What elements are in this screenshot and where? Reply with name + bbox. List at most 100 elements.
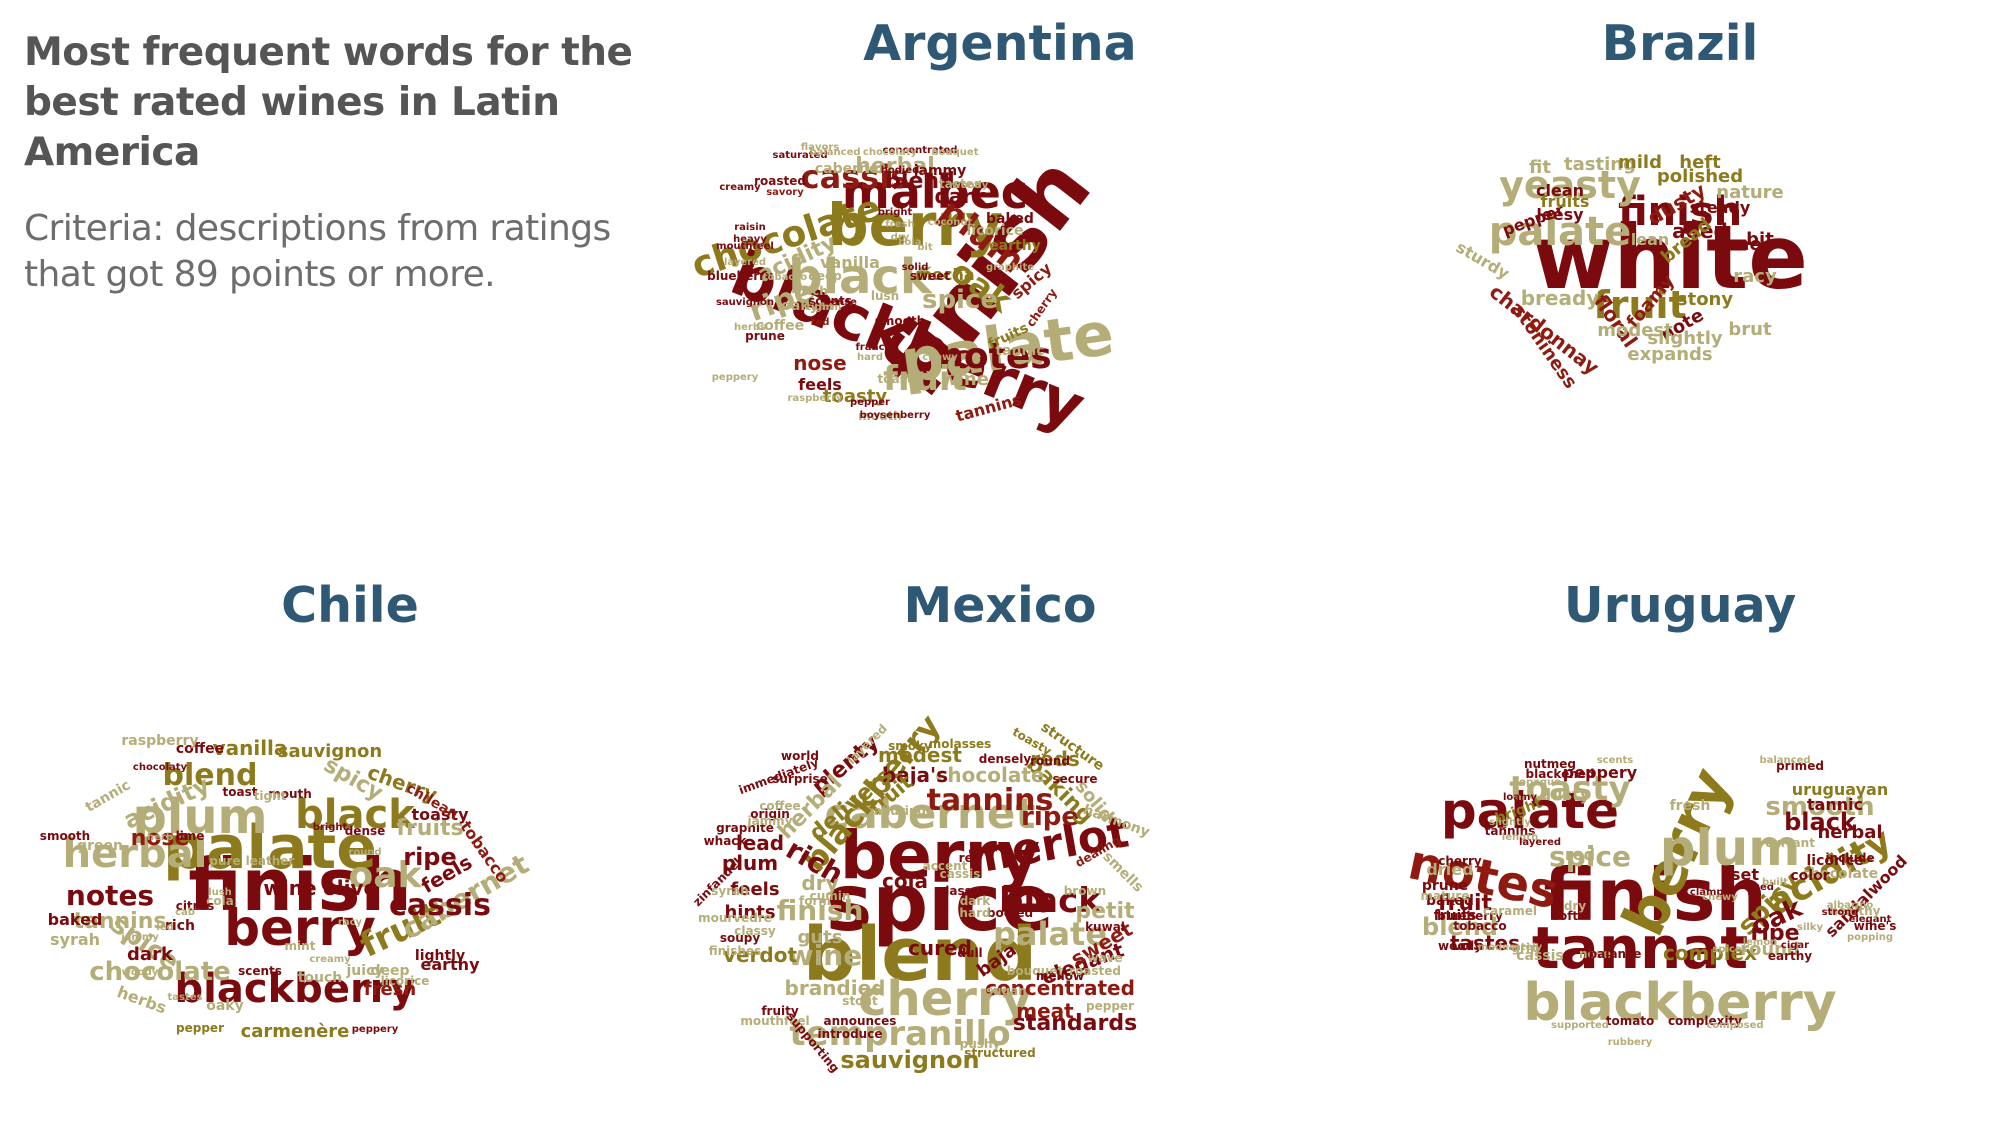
cloud-word: hard (959, 906, 990, 920)
cloud-word: toasty (823, 386, 887, 407)
cloud-word: herbal (1817, 822, 1882, 843)
cloud-word: chewy (922, 352, 958, 363)
wordcloud-title-mexico: Mexico (903, 577, 1097, 634)
wordcloud-title-uruguay: Uruguay (1563, 577, 1797, 634)
cloud-word: layered (1519, 837, 1561, 848)
cloud-word: dull (957, 946, 982, 960)
cloud-word: oaky (781, 298, 819, 314)
cloud-word: yeasty (1499, 163, 1641, 207)
cloud-word: sweet (910, 269, 951, 283)
cloud-word: elegant (1849, 914, 1892, 925)
cloud-word: balance (1589, 947, 1642, 961)
cloud-word: round (348, 847, 381, 858)
cloud-word: tomato (1606, 1014, 1655, 1028)
cloud-word: scents (238, 964, 282, 978)
cloud-word: savory (766, 187, 804, 198)
cloud-word: lemon (1743, 937, 1778, 948)
cloud-word: uruguayan (1792, 780, 1888, 799)
cloud-word: nose (1579, 947, 1611, 961)
cloud-word: smooth (1765, 792, 1874, 822)
cloud-word: mouth (268, 787, 312, 801)
cloud-word: popping (1847, 932, 1893, 943)
cloud-word: albariño (1827, 900, 1874, 911)
cloud-word: licorice (966, 223, 1023, 239)
cloud-word: fruity (761, 1004, 799, 1018)
cloud-word: chocolate (936, 763, 1045, 787)
cloud-word: cumin (810, 889, 851, 903)
cloud-word: fruits (1434, 908, 1477, 924)
cloud-word: blueberry (1437, 909, 1503, 923)
intro-panel: Most frequent words for the best rated w… (24, 28, 644, 298)
cloud-word: fruits (396, 816, 463, 841)
cloud-word: plum (1660, 819, 1801, 877)
cloud-word: raspberry (121, 733, 198, 749)
cloud-word: lean (1631, 230, 1670, 249)
cloud-word: introduce (818, 1027, 883, 1041)
cloud-word: dense (345, 824, 386, 838)
cloud-word: wine (263, 876, 316, 900)
cloud-word: baked (986, 211, 1034, 227)
cloud-word: finish (1543, 853, 1766, 937)
cloud-word: jammy (913, 163, 967, 179)
cloud-word: mint (285, 939, 316, 953)
cloud-word: cola (882, 869, 928, 893)
cloud-word: mouthfeel (740, 1014, 809, 1028)
wordcloud-argentina: blackberryfinishpalateberryblackmalbecch… (687, 137, 1118, 444)
cloud-word: nose (131, 826, 190, 851)
cloud-word: tannic (1807, 795, 1863, 814)
cloud-word: cola (206, 894, 234, 908)
cloud-word: composed (1706, 1020, 1763, 1031)
cloud-word: wave (1087, 951, 1122, 965)
cloud-word: firm (819, 302, 842, 313)
cloud-word: fit (1529, 157, 1551, 178)
cloud-word: syrah (50, 930, 100, 949)
cloud-word: jammy (746, 814, 792, 828)
cloud-word: ripe (1750, 921, 1799, 946)
cloud-word: blueberry (707, 269, 773, 283)
cloud-word: blackberry (175, 966, 416, 1012)
cloud-word: ripe (1021, 802, 1079, 832)
cloud-word: peppery (352, 1024, 399, 1035)
cloud-word: concentrated (985, 976, 1135, 1000)
cloud-word: vanilla (820, 253, 880, 272)
cloud-word: announces (824, 1014, 897, 1028)
cloud-word: slightly (1647, 328, 1723, 349)
cloud-word: juicy (346, 963, 384, 979)
cloud-word: raspberry (787, 393, 843, 404)
cloud-word: polished (1657, 166, 1743, 187)
cloud-word: roasted (1069, 964, 1121, 978)
cloud-word: fruit (1593, 283, 1687, 327)
wordcloud-mexico: spiceblendberrycherrycabernetmerlottempr… (690, 707, 1152, 1075)
cloud-word: deep (808, 269, 842, 283)
cloud-word: tobacco (763, 272, 807, 283)
cloud-word: whack (704, 834, 748, 848)
cloud-word: sauvignon (716, 297, 774, 308)
cloud-word: nose (793, 351, 846, 375)
cloud-word: world (781, 749, 819, 763)
cloud-word: nature (1716, 182, 1783, 203)
cloud-word: rich (165, 918, 195, 934)
cloud-word: cassis (940, 867, 981, 881)
cloud-word: molasses (929, 737, 992, 751)
cloud-word: tastes (939, 177, 981, 191)
cloud-word: surprise (772, 772, 828, 786)
cloud-word: densely (979, 752, 1032, 766)
cloud-word: chocolate (1802, 866, 1878, 882)
cloud-word: citrus (176, 899, 215, 913)
cloud-word: bit (917, 242, 933, 253)
cloud-word: tannins (927, 783, 1054, 818)
cloud-word: earthy (420, 955, 480, 974)
cloud-word: earthy (989, 238, 1041, 254)
wordcloud-panel-chile: Chile finish palate berry blackberry plum bla… (40, 560, 660, 1080)
cloud-word: touch (298, 970, 343, 986)
cloud-word: palate (163, 813, 377, 883)
cloud-word: complex (1663, 941, 1757, 965)
cloud-word: reds (1030, 747, 1080, 771)
cloud-word: round (1030, 754, 1070, 768)
cloud-word: plum (133, 789, 268, 845)
cloud-word: racy (338, 917, 363, 928)
cloud-word: peppery (712, 372, 759, 383)
cloud-word: sauvignon (278, 741, 382, 762)
cloud-word: lime (176, 829, 205, 843)
cloud-word: slightly (1489, 817, 1531, 828)
